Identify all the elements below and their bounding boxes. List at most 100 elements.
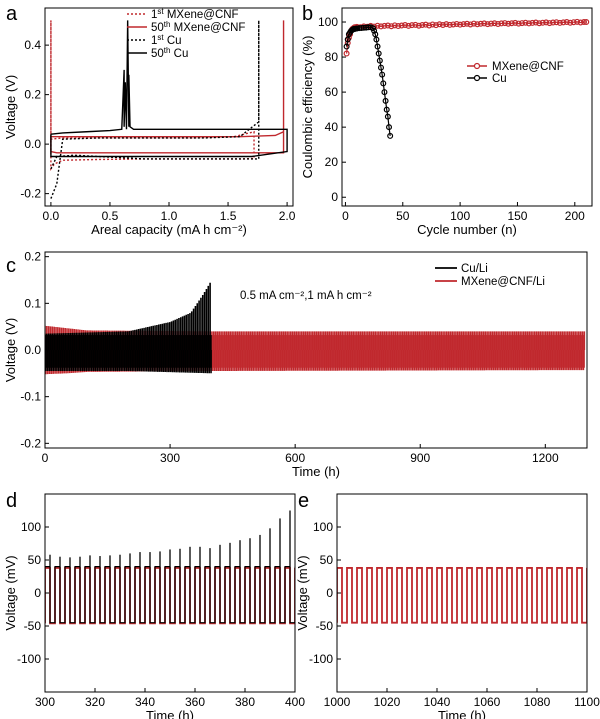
data-point bbox=[501, 20, 508, 27]
y-tick-label-b: 40 bbox=[325, 120, 339, 134]
data-point bbox=[553, 19, 560, 26]
x-tick-label-b: 150 bbox=[507, 209, 527, 223]
data-point bbox=[494, 20, 501, 27]
square-wave-mxene bbox=[337, 567, 587, 624]
legend-entry: 50th Cu bbox=[151, 46, 188, 60]
data-point bbox=[375, 50, 382, 57]
x-tick-label-a: 0.0 bbox=[43, 209, 60, 223]
plot-frame bbox=[336, 493, 588, 693]
x-tick-label-e: 1080 bbox=[524, 695, 551, 709]
plot-frame bbox=[44, 493, 296, 693]
y-axis-label-d: Voltage (mV) bbox=[3, 555, 18, 630]
data-point bbox=[543, 19, 550, 26]
data-point bbox=[560, 19, 567, 26]
y-tick-label-c: -0.2 bbox=[20, 436, 41, 450]
data-point bbox=[426, 22, 433, 29]
x-tick-label-c: 1200 bbox=[532, 451, 559, 465]
data-point bbox=[574, 18, 581, 25]
x-tick-label-e: 1020 bbox=[374, 695, 401, 709]
data-point bbox=[439, 21, 446, 28]
data-point bbox=[388, 23, 395, 30]
data-point bbox=[481, 20, 488, 27]
plot-area-a bbox=[50, 20, 288, 199]
x-tick-label-b: 200 bbox=[565, 209, 585, 223]
y-tick-label-e: -50 bbox=[316, 619, 334, 633]
y-tick-label-b: 60 bbox=[325, 85, 339, 99]
data-point bbox=[550, 19, 557, 26]
x-tick-label-c: 300 bbox=[160, 451, 180, 465]
data-point bbox=[567, 19, 574, 26]
x-tick-label-c: 900 bbox=[410, 451, 430, 465]
data-point bbox=[546, 20, 553, 27]
data-point bbox=[457, 21, 464, 28]
data-point bbox=[536, 20, 543, 27]
data-point bbox=[512, 19, 519, 26]
data-point bbox=[379, 71, 386, 78]
data-point bbox=[498, 20, 505, 27]
data-point bbox=[381, 89, 388, 96]
y-tick-label-a: 0.2 bbox=[24, 88, 41, 102]
data-point bbox=[376, 57, 383, 64]
data-point bbox=[491, 20, 498, 27]
panel-e: 1000 1020 1040 1060 1080 1100 -100 -50 0 50 100 Tim… bbox=[295, 490, 600, 719]
x-tick-label-d: 400 bbox=[285, 695, 305, 709]
x-tick-label-e: 1060 bbox=[474, 695, 501, 709]
x-tick-label-b: 0 bbox=[342, 209, 349, 223]
x-tick-label-b: 100 bbox=[450, 209, 470, 223]
x-tick-label-d: 360 bbox=[185, 695, 205, 709]
y-tick-label-e: 0 bbox=[326, 586, 333, 600]
data-point bbox=[395, 23, 402, 30]
y-tick-label-e: 100 bbox=[313, 520, 333, 534]
data-point bbox=[515, 20, 522, 27]
y-tick-label-d: 50 bbox=[28, 553, 42, 567]
legend-marker bbox=[473, 74, 481, 82]
data-point bbox=[436, 21, 443, 28]
x-tick-label-e: 1040 bbox=[424, 695, 451, 709]
condition-annotation: 0.5 mA cm⁻²,1 mA h cm⁻² bbox=[240, 290, 372, 302]
plot-area-d bbox=[45, 510, 295, 625]
y-tick-label-e: 50 bbox=[320, 553, 334, 567]
plot-area-b bbox=[343, 18, 590, 139]
data-point bbox=[344, 36, 351, 43]
y-tick-label-d: -50 bbox=[24, 619, 42, 633]
data-point bbox=[484, 21, 491, 28]
y-tick-label-c: 0.2 bbox=[24, 250, 41, 264]
legend-entry: MXene@CNF/Li bbox=[461, 276, 545, 288]
panel-label-d: d bbox=[6, 490, 17, 512]
data-point bbox=[563, 19, 570, 26]
panel-d: 300 320 340 360 380 400 -100 -50 0 50 100 Time (h) V… bbox=[3, 490, 305, 719]
panel-c: 0 300 600 900 1200 -0.2 -0.1 0.0 0.1 0.2 Time (h) V… bbox=[3, 250, 588, 479]
data-point bbox=[453, 20, 460, 27]
legend-entry: 1st MXene@CNF bbox=[151, 7, 239, 21]
x-axis-label-c: Time (h) bbox=[292, 464, 340, 479]
series-line bbox=[50, 20, 288, 158]
x-tick-label-c: 0 bbox=[42, 451, 49, 465]
data-point bbox=[372, 31, 379, 38]
data-point bbox=[583, 19, 590, 26]
data-point bbox=[556, 19, 563, 26]
y-tick-label-c: 0.1 bbox=[24, 296, 41, 310]
data-point bbox=[377, 23, 384, 30]
y-tick-label-d: -100 bbox=[17, 652, 41, 666]
data-point bbox=[412, 21, 419, 28]
data-point bbox=[477, 20, 484, 27]
y-tick-label-b: 80 bbox=[325, 50, 339, 64]
x-tick-label-a: 1.0 bbox=[161, 209, 178, 223]
data-point bbox=[373, 36, 380, 43]
data-point bbox=[386, 124, 393, 131]
x-tick-label-d: 300 bbox=[35, 695, 55, 709]
data-point bbox=[405, 22, 412, 29]
y-axis-label-a: Voltage (V) bbox=[3, 75, 18, 139]
data-point bbox=[525, 20, 532, 27]
y-tick-label-d: 100 bbox=[21, 520, 41, 534]
y-tick-label-a: 0.4 bbox=[24, 38, 41, 52]
data-point bbox=[422, 21, 429, 28]
series-line bbox=[345, 26, 391, 136]
legend-entry: 1st Cu bbox=[151, 33, 182, 47]
x-tick-label-b: 50 bbox=[396, 209, 410, 223]
x-axis-label-d: Time (h) bbox=[146, 708, 194, 719]
y-tick-label-e: -100 bbox=[309, 652, 333, 666]
